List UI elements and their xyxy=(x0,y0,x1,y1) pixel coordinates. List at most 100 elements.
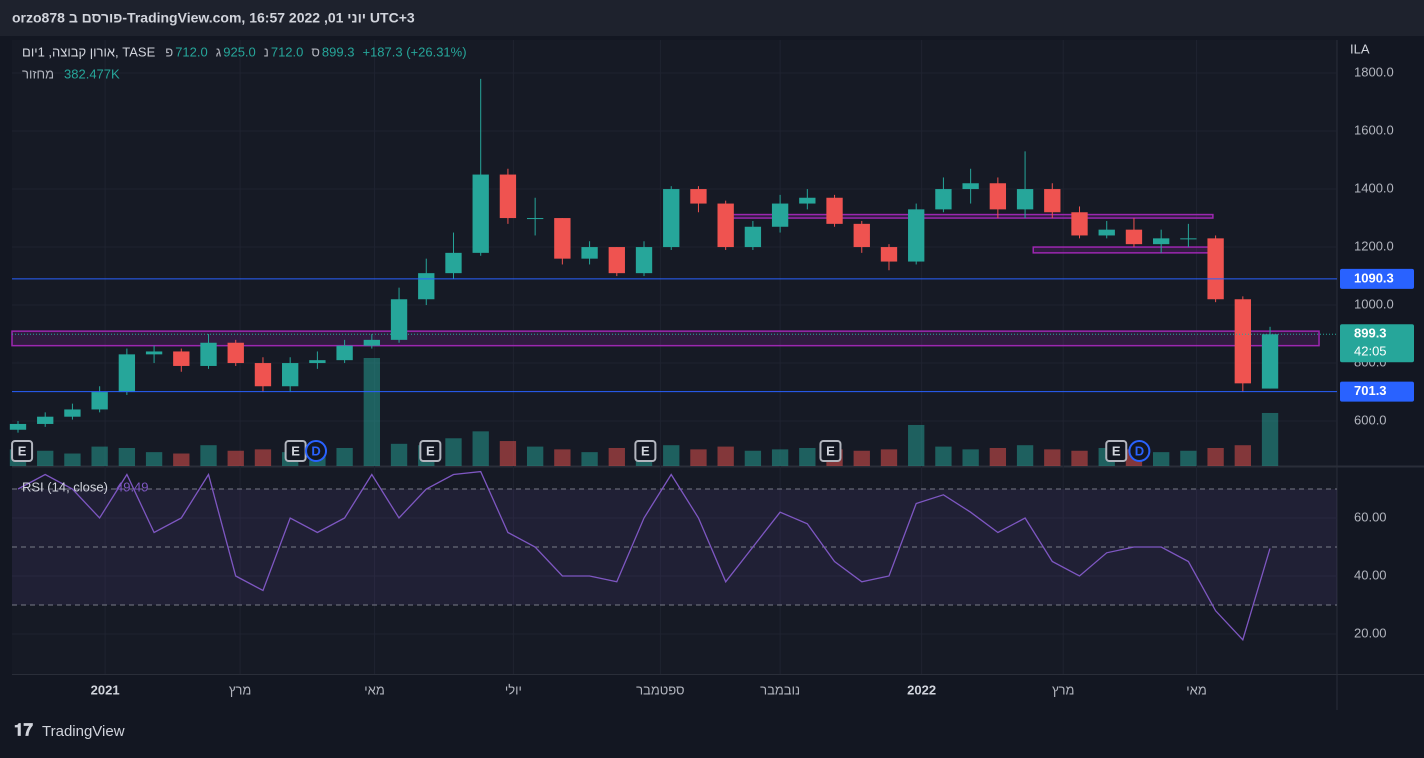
candle-body xyxy=(962,183,979,190)
zone xyxy=(730,213,1214,219)
volume-bar xyxy=(64,453,81,466)
volume-bar xyxy=(989,447,1007,466)
y-tick-label: 600.0 xyxy=(1354,412,1387,427)
volume-bar xyxy=(744,450,762,466)
volume-bar xyxy=(91,446,108,466)
event-dividend xyxy=(1128,440,1151,462)
volume-bar xyxy=(1234,445,1251,466)
volume-bar xyxy=(554,449,571,466)
candle-body xyxy=(200,342,217,366)
candle-body xyxy=(118,354,136,393)
footer-logo: TradingView xyxy=(42,723,125,740)
event-label: E xyxy=(1112,443,1121,458)
rsi-tick-label: 60.00 xyxy=(1354,509,1387,524)
zone xyxy=(1032,246,1214,254)
countdown: 42:05 xyxy=(1354,344,1387,359)
candle-body xyxy=(1098,229,1115,236)
price-tag xyxy=(1340,381,1414,402)
candle-body xyxy=(608,247,625,274)
legend-change: +187.3 (+26.31%) xyxy=(362,44,466,59)
event-dividend xyxy=(305,440,328,462)
event-label: D xyxy=(1135,443,1144,458)
legend-volume-name: מחזור xyxy=(22,66,54,81)
top-bar xyxy=(0,0,1424,36)
last-price-tag xyxy=(1340,324,1414,363)
volume-bar xyxy=(200,445,217,466)
event-earnings xyxy=(419,440,442,462)
candle-body xyxy=(880,247,898,262)
x-tick-label: ספטמבר xyxy=(636,682,684,697)
event-label: E xyxy=(18,443,27,458)
volume-bar xyxy=(581,452,598,466)
candle-body xyxy=(91,392,108,410)
event-earnings xyxy=(11,440,34,462)
volume-bar xyxy=(526,446,544,466)
volume-bar xyxy=(1261,412,1279,466)
rsi-line xyxy=(17,470,1271,642)
last-price-label: 899.3 xyxy=(1354,326,1387,341)
x-tick-label: 2021 xyxy=(91,682,120,697)
candle-body xyxy=(418,273,435,300)
volume-bar xyxy=(771,449,789,466)
x-tick-label: מאי xyxy=(364,682,384,697)
candle-body xyxy=(771,203,789,227)
x-tick-label: 2022 xyxy=(907,682,936,697)
candle-body xyxy=(499,174,517,219)
ohlc-prefix: פ xyxy=(165,44,173,59)
candle-body xyxy=(1261,334,1279,389)
volume-bar xyxy=(472,431,489,466)
volume-bar xyxy=(363,358,380,466)
price-tag xyxy=(1340,268,1414,289)
volume-bar xyxy=(880,449,898,466)
rsi-name: RSI (14, close) xyxy=(22,479,108,494)
candle-body xyxy=(853,223,870,248)
x-tick-label: מרץ xyxy=(1052,682,1074,697)
legend-symbol: אורון קבוצה, 1יום, TASE xyxy=(22,44,156,59)
candle-body xyxy=(173,351,190,366)
volume-bar xyxy=(336,447,353,466)
volume-bar xyxy=(37,450,54,466)
ohlc-value: 712.0 xyxy=(175,44,208,59)
candle-body xyxy=(744,226,762,248)
candle-body xyxy=(9,423,27,430)
y-tick-label: 1400.0 xyxy=(1354,180,1394,195)
ohlc-value: 899.3 xyxy=(322,44,355,59)
candle-body xyxy=(64,409,81,417)
candle-body xyxy=(799,197,816,204)
candle-body xyxy=(472,174,489,253)
candle-body xyxy=(1071,212,1088,236)
candle-body xyxy=(1207,238,1224,300)
candle-body xyxy=(1016,189,1034,210)
candle-body xyxy=(690,189,707,204)
header: orzo878 פורסם ב-TradingView.com, יוני 01… xyxy=(12,10,415,26)
candle-body xyxy=(554,218,571,259)
volume-bar xyxy=(608,447,625,466)
candle-body xyxy=(635,247,653,274)
event-label: E xyxy=(826,443,835,458)
event-label: D xyxy=(311,443,320,458)
candle-body xyxy=(145,351,163,355)
event-earnings xyxy=(819,440,842,462)
x-tick-label: מאי xyxy=(1186,682,1206,697)
volume-bar xyxy=(1153,452,1170,466)
volume-bar xyxy=(254,449,272,466)
logo-mark: 𝟏𝟕 xyxy=(14,720,33,739)
candle-body xyxy=(1044,189,1061,213)
candle-body xyxy=(1180,238,1197,240)
candle-body xyxy=(526,218,544,220)
legend-volume-value: 382.477K xyxy=(64,66,120,81)
volume-bar xyxy=(1071,450,1088,466)
event-earnings xyxy=(634,440,657,462)
ohlc-value: 712.0 xyxy=(271,44,304,59)
x-tick-label: יולי xyxy=(505,682,522,697)
price-tag-label: 1090.3 xyxy=(1354,270,1394,285)
ohlc-prefix: נ xyxy=(264,44,269,59)
ohlc-value: 925.0 xyxy=(223,44,256,59)
candle-body xyxy=(663,189,680,248)
volume-bar xyxy=(690,449,707,466)
candle-body xyxy=(309,360,326,364)
candle-body xyxy=(363,339,380,346)
volume-bar xyxy=(799,447,816,466)
candle-body xyxy=(1153,238,1170,245)
